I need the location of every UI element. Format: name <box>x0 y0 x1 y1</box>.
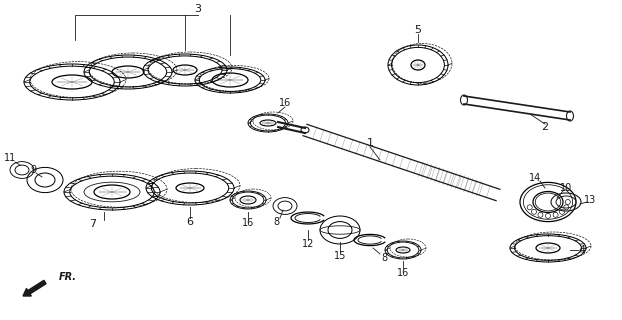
Text: 9: 9 <box>30 165 36 175</box>
Text: 6: 6 <box>187 217 193 227</box>
Text: 3: 3 <box>195 4 202 14</box>
Text: 11: 11 <box>4 153 16 163</box>
Text: 16: 16 <box>279 98 291 108</box>
Text: 16: 16 <box>242 218 254 228</box>
Text: 12: 12 <box>302 239 314 249</box>
Text: 1: 1 <box>366 138 373 148</box>
Text: 10: 10 <box>560 183 572 193</box>
Text: 16: 16 <box>397 268 409 278</box>
Text: 4: 4 <box>578 245 585 255</box>
Text: FR.: FR. <box>59 272 77 282</box>
Text: 14: 14 <box>529 173 541 183</box>
Text: 15: 15 <box>334 251 346 261</box>
Text: 8: 8 <box>273 217 279 227</box>
Text: 13: 13 <box>584 195 596 205</box>
Text: 8: 8 <box>381 253 387 263</box>
Text: 2: 2 <box>541 122 549 132</box>
Text: 5: 5 <box>414 25 422 35</box>
FancyArrow shape <box>23 280 46 296</box>
Text: 7: 7 <box>90 219 96 229</box>
